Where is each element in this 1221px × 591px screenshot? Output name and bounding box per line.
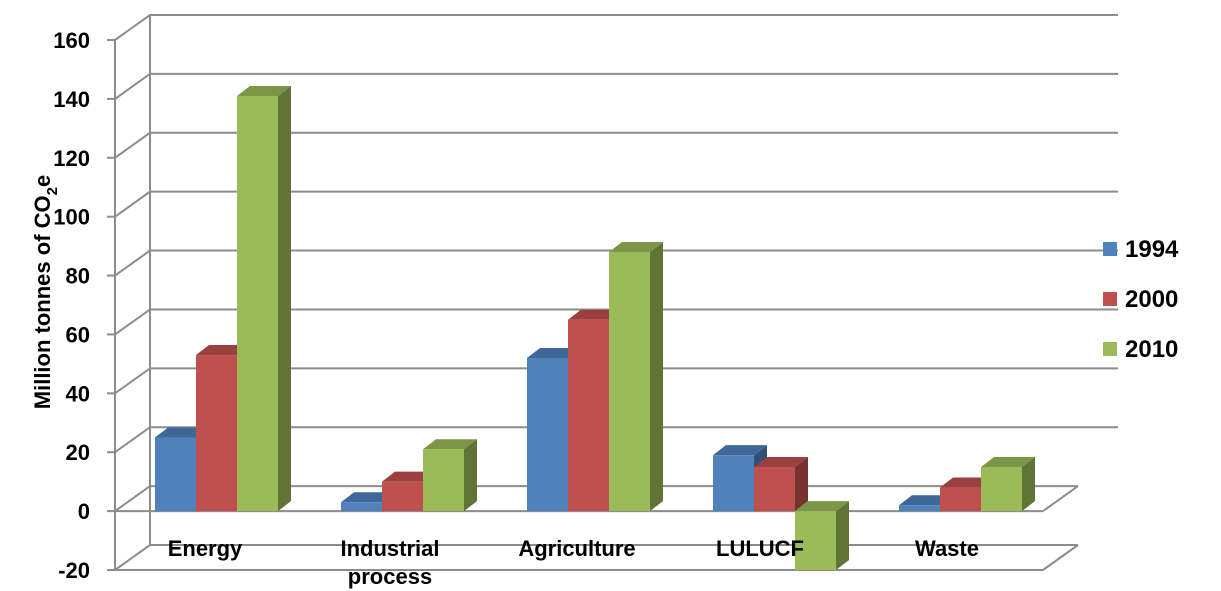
bar-front: [423, 449, 464, 512]
bar-front: [754, 466, 795, 512]
bar-top: [568, 309, 622, 320]
axes: [107, 15, 151, 571]
legend-swatch: [1103, 292, 1117, 306]
y-axis-title-tail: e: [30, 175, 55, 187]
bar: [609, 242, 663, 512]
bar-side: [836, 501, 849, 570]
y-axis-title-subscript: 2: [44, 187, 61, 195]
category-label: Waste: [915, 536, 979, 561]
y-tick-label: 40: [66, 381, 90, 406]
category-label-line: Energy: [168, 536, 243, 561]
bar-top: [940, 477, 994, 488]
category-label: Energy: [168, 536, 243, 561]
legend-swatch: [1103, 342, 1117, 356]
bar-side: [464, 439, 477, 512]
bar-front: [237, 95, 278, 512]
bottom-side-edge: [1042, 544, 1079, 571]
bar-front: [795, 511, 836, 570]
bar-front: [527, 358, 568, 512]
floor-side-edge: [1042, 485, 1079, 512]
bar-top: [754, 456, 808, 467]
category-label: LULUCF: [716, 536, 804, 561]
bar-front: [713, 455, 754, 512]
bar-top: [899, 495, 953, 506]
legend-swatch: [1103, 242, 1117, 256]
bar-side: [278, 85, 291, 512]
bar-front: [899, 505, 940, 512]
bar-front: [382, 481, 423, 512]
bar: [795, 501, 849, 570]
bar-top: [795, 501, 849, 512]
legend-entry: 2010: [1103, 336, 1178, 363]
y-tick-label: 80: [66, 264, 90, 289]
category-label: Agriculture: [518, 536, 635, 561]
bar: [754, 456, 808, 512]
legend-label: 2000: [1125, 286, 1178, 313]
bar: [423, 439, 477, 512]
bar-side: [1022, 456, 1035, 512]
y-tick-label: 20: [66, 440, 90, 465]
y-tick-label: 140: [53, 87, 90, 112]
y-axis-title: Million tonnes of CO2e: [30, 175, 61, 409]
legend-entry: 1994: [1103, 236, 1179, 263]
y-tick-label: 60: [66, 322, 90, 347]
bar-front: [196, 355, 237, 512]
y-tick-label: 120: [53, 146, 90, 171]
bar-top: [237, 85, 291, 96]
y-axis-title-main: Million tonnes of CO: [30, 195, 55, 409]
gridline: [114, 14, 1118, 41]
bars: [155, 85, 1035, 570]
y-tick-label: 160: [53, 28, 90, 53]
legend-label: 1994: [1125, 236, 1179, 263]
y-tick-labels: 160 140 120 100 80 60 40 20 0 -20: [53, 28, 90, 583]
bar-top: [196, 345, 250, 356]
bar-top: [423, 439, 477, 450]
legend-label: 2010: [1125, 336, 1178, 363]
bar-front: [155, 437, 196, 512]
bar-top: [713, 445, 767, 456]
category-label-line: Waste: [915, 536, 979, 561]
y-tick-label: 0: [78, 499, 90, 524]
y-tick-label: -20: [58, 558, 90, 583]
bar-top: [155, 427, 209, 438]
bar-front: [609, 252, 650, 512]
bar-side: [795, 456, 808, 512]
bar-top: [609, 242, 663, 252]
category-label-line: process: [348, 564, 432, 589]
y-tick-label: 100: [53, 205, 90, 230]
bar-front: [940, 487, 981, 512]
category-label: Industrial process: [340, 536, 439, 589]
legend-entry: 2000: [1103, 286, 1178, 313]
bar-front: [981, 466, 1022, 512]
bar-top: [981, 456, 1035, 467]
bar-side: [650, 242, 663, 512]
bar-front: [341, 502, 382, 512]
bar-front: [568, 319, 609, 512]
bar: [237, 85, 291, 512]
bar-top: [341, 492, 395, 503]
category-label-line: Industrial: [340, 536, 439, 561]
legend: 1994 2000 2010: [1103, 236, 1179, 363]
category-labels: Energy Industrial process Agriculture LULUCF…: [168, 536, 979, 589]
category-label-line: Agriculture: [518, 536, 635, 561]
category-label-line: LULUCF: [716, 536, 804, 561]
bar-top: [527, 348, 581, 358]
bar-top: [382, 471, 436, 482]
bar: [981, 456, 1035, 512]
